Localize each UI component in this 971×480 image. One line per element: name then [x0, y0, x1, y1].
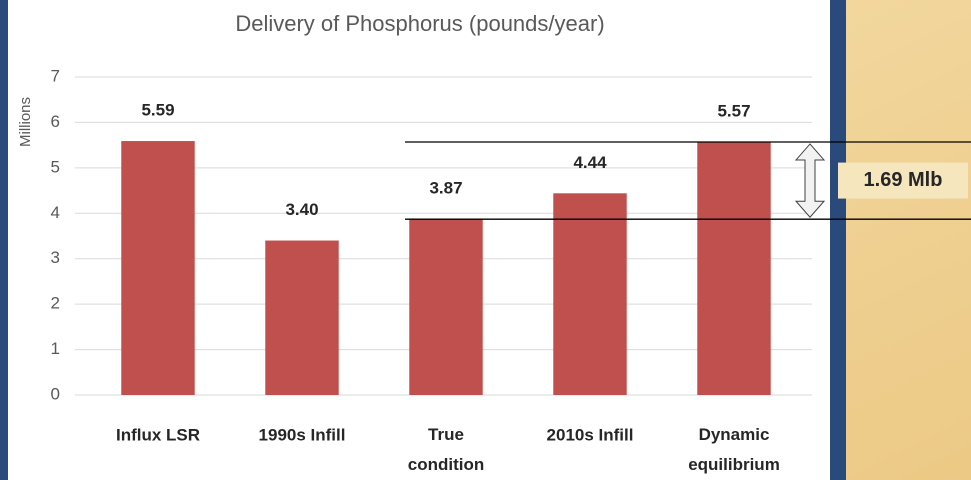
value-label: 5.57 [717, 101, 750, 120]
y-tick-label: 0 [51, 384, 60, 403]
x-tick-label: 2010s Infill [547, 425, 634, 444]
y-tick-label: 1 [51, 339, 60, 358]
x-tick-label: 1990s Infill [259, 425, 346, 444]
y-tick-label: 5 [51, 157, 60, 176]
y-tick-label: 4 [51, 203, 60, 222]
annotation-box [838, 162, 968, 199]
x-tick-label: True condition [408, 425, 484, 474]
annotation: 1.69 Mlb [864, 169, 943, 191]
chart-title: Delivery of Phosphorus (pounds/year) [235, 11, 604, 36]
double-arrow [794, 143, 826, 218]
right-border [830, 0, 846, 480]
bar [121, 141, 195, 395]
bar [553, 193, 627, 395]
value-label: 5.59 [141, 101, 174, 120]
y-axis-label: Millions [17, 97, 34, 147]
left-border [0, 0, 8, 480]
value-label: 3.87 [429, 179, 462, 198]
y-tick-label: 3 [51, 248, 60, 267]
bar [265, 240, 339, 395]
bar [697, 141, 771, 395]
bar [409, 219, 483, 395]
value-label: 3.40 [285, 200, 318, 219]
y-tick-label: 6 [51, 112, 60, 131]
x-tick-label: Dynamic equilibrium [688, 425, 780, 474]
value-label: 4.44 [573, 153, 607, 172]
y-tick-label: 2 [51, 294, 60, 313]
y-tick-label: 7 [51, 66, 60, 85]
x-tick-label: Influx LSR [116, 425, 200, 444]
